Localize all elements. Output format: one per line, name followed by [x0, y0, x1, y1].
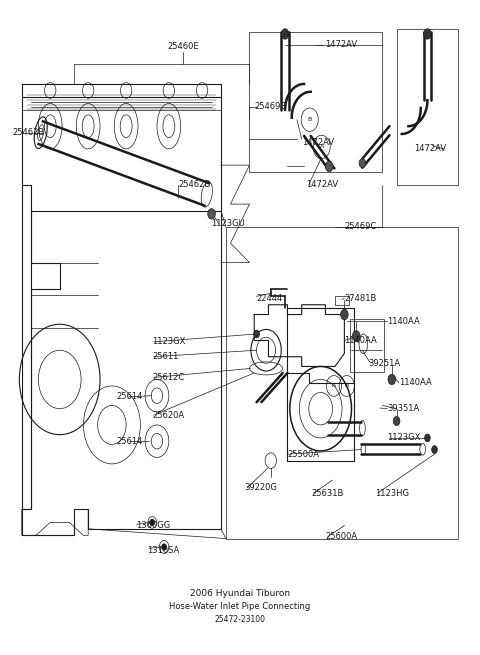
Circle shape	[432, 445, 437, 453]
Bar	[396, 29, 458, 185]
Circle shape	[424, 29, 431, 39]
Text: 1140AA: 1140AA	[387, 316, 420, 326]
Text: 39220G: 39220G	[245, 483, 277, 493]
Circle shape	[388, 374, 396, 384]
Text: 25460E: 25460E	[167, 43, 199, 52]
Text: 1472AV: 1472AV	[306, 180, 338, 189]
Text: 1472AV: 1472AV	[301, 138, 334, 147]
Bar	[250, 32, 383, 172]
Text: 39251A: 39251A	[368, 359, 400, 367]
Text: 25462B: 25462B	[179, 180, 211, 189]
Circle shape	[162, 544, 167, 550]
Text: A: A	[332, 383, 336, 388]
Text: 2006 Hyundai Tiburon: 2006 Hyundai Tiburon	[190, 590, 290, 598]
Text: 1472AV: 1472AV	[325, 41, 358, 50]
Text: 25469C: 25469C	[344, 222, 377, 231]
Text: 25500A: 25500A	[288, 449, 320, 458]
Circle shape	[281, 29, 289, 39]
Text: Hose-Water Inlet Pipe Connecting: Hose-Water Inlet Pipe Connecting	[169, 602, 311, 611]
Text: 25612C: 25612C	[152, 373, 184, 382]
Text: 1140AA: 1140AA	[344, 336, 377, 345]
Text: 1472AV: 1472AV	[414, 144, 446, 153]
Text: 25611: 25611	[152, 352, 179, 361]
Text: 1123HG: 1123HG	[375, 489, 409, 498]
Circle shape	[424, 434, 430, 442]
Text: 25469B: 25469B	[254, 102, 287, 111]
Text: 25631B: 25631B	[311, 489, 344, 498]
Circle shape	[341, 309, 348, 320]
Circle shape	[325, 161, 333, 172]
Text: 25462B: 25462B	[12, 128, 45, 137]
Text: 39351A: 39351A	[387, 404, 420, 413]
Text: 25614: 25614	[117, 437, 143, 445]
Text: 1310SA: 1310SA	[147, 546, 180, 555]
Circle shape	[352, 331, 360, 341]
Bar	[226, 227, 458, 538]
Text: 1140AA: 1140AA	[399, 378, 432, 387]
Text: 1123GX: 1123GX	[152, 337, 186, 346]
Text: 1123GU: 1123GU	[212, 219, 245, 228]
Circle shape	[150, 519, 155, 525]
Circle shape	[254, 330, 260, 338]
Text: 25620A: 25620A	[152, 411, 184, 420]
Text: 25614: 25614	[117, 392, 143, 402]
Text: 25472-23100: 25472-23100	[215, 615, 265, 624]
Text: A: A	[320, 145, 324, 149]
Circle shape	[359, 159, 366, 168]
Text: 1123GX: 1123GX	[387, 434, 420, 442]
Text: B: B	[345, 383, 349, 388]
Circle shape	[393, 417, 400, 426]
Text: B: B	[308, 117, 312, 122]
Text: 27481B: 27481B	[344, 294, 377, 303]
Circle shape	[208, 209, 216, 219]
Text: 22444: 22444	[257, 294, 283, 303]
Text: 25600A: 25600A	[325, 532, 358, 541]
Text: 1360GG: 1360GG	[136, 521, 170, 530]
